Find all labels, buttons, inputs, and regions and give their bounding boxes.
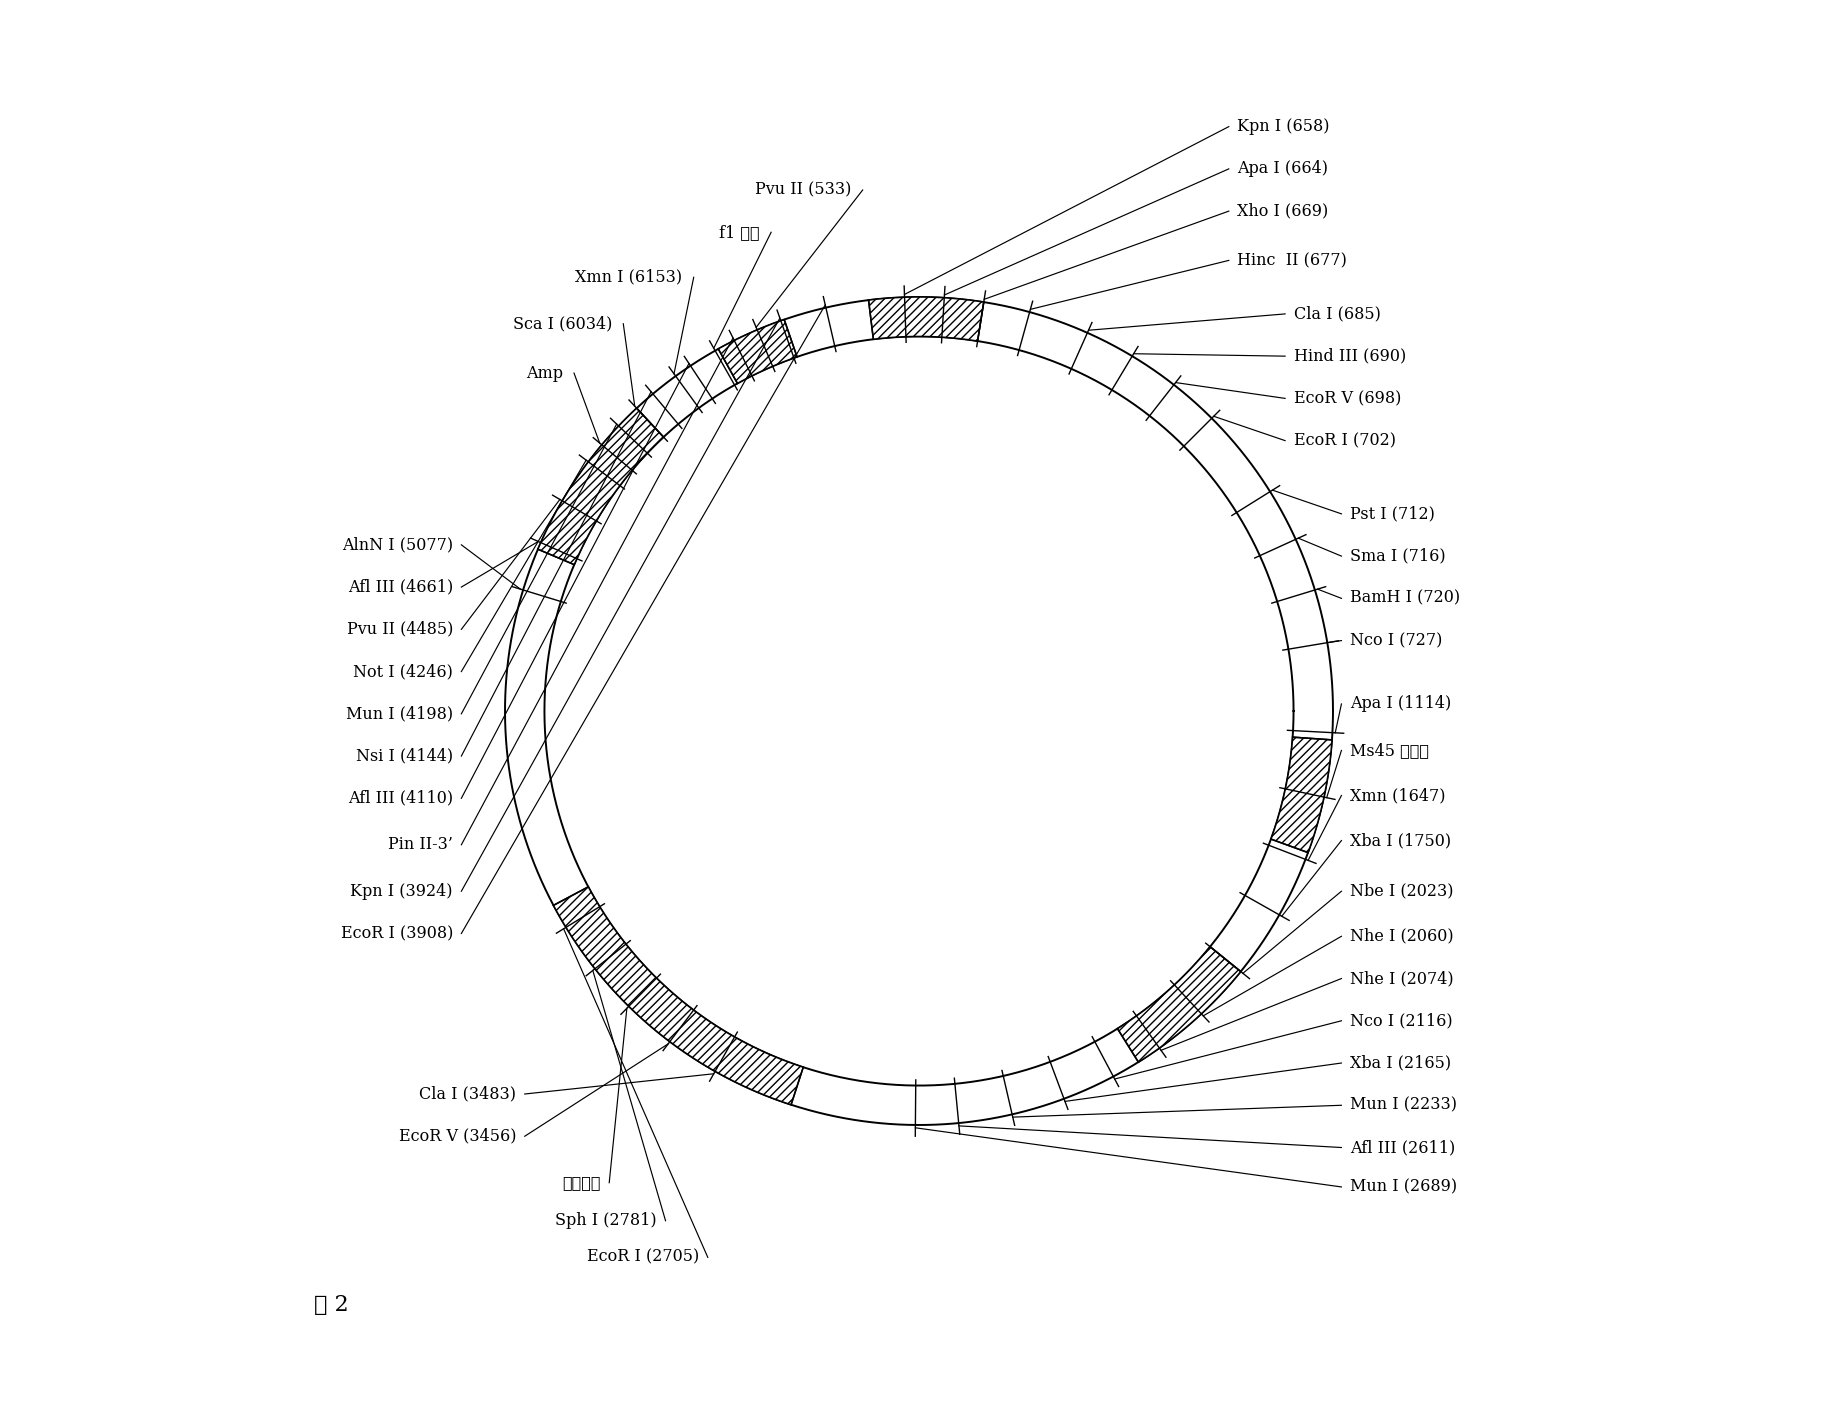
Text: Nbe I (2023): Nbe I (2023) bbox=[1349, 883, 1454, 900]
Text: Xba I (1750): Xba I (1750) bbox=[1349, 832, 1450, 849]
Text: Pst I (712): Pst I (712) bbox=[1349, 505, 1435, 522]
Text: EcoR I (2705): EcoR I (2705) bbox=[586, 1249, 698, 1266]
Text: Mun I (4198): Mun I (4198) bbox=[346, 705, 452, 722]
Text: Cla I (685): Cla I (685) bbox=[1294, 306, 1380, 323]
Text: Sma I (716): Sma I (716) bbox=[1349, 547, 1445, 565]
Text: Ms45 启动子: Ms45 启动子 bbox=[1349, 742, 1428, 759]
Text: Kpn I (658): Kpn I (658) bbox=[1237, 118, 1329, 135]
Text: Apa I (664): Apa I (664) bbox=[1237, 161, 1329, 178]
Text: Pvu II (533): Pvu II (533) bbox=[755, 182, 851, 199]
Text: Nco I (2116): Nco I (2116) bbox=[1349, 1012, 1452, 1030]
Text: EcoR V (3456): EcoR V (3456) bbox=[399, 1128, 516, 1145]
Text: Hind III (690): Hind III (690) bbox=[1294, 347, 1406, 364]
Text: EcoR I (702): EcoR I (702) bbox=[1294, 432, 1395, 449]
Text: AlnN I (5077): AlnN I (5077) bbox=[342, 536, 452, 553]
Text: Not I (4246): Not I (4246) bbox=[353, 663, 452, 680]
Text: Mun I (2233): Mun I (2233) bbox=[1349, 1096, 1458, 1113]
Text: Xba I (2165): Xba I (2165) bbox=[1349, 1055, 1450, 1072]
Text: f1 起点: f1 起点 bbox=[719, 223, 759, 240]
Text: Amp: Amp bbox=[526, 364, 562, 381]
Text: EcoR I (3908): EcoR I (3908) bbox=[340, 924, 452, 941]
Text: Cla I (3483): Cla I (3483) bbox=[419, 1085, 516, 1102]
Text: Sca I (6034): Sca I (6034) bbox=[513, 316, 612, 333]
Polygon shape bbox=[1118, 947, 1241, 1062]
Text: Xmn I (6153): Xmn I (6153) bbox=[575, 269, 682, 286]
Text: Hinc  II (677): Hinc II (677) bbox=[1237, 252, 1347, 269]
Text: Apa I (1114): Apa I (1114) bbox=[1349, 695, 1452, 712]
Polygon shape bbox=[869, 297, 983, 341]
Text: Nco I (727): Nco I (727) bbox=[1349, 633, 1443, 648]
Text: Nhe I (2060): Nhe I (2060) bbox=[1349, 927, 1454, 944]
Polygon shape bbox=[553, 887, 803, 1105]
Text: BamH I (720): BamH I (720) bbox=[1349, 590, 1459, 607]
Text: Xho I (669): Xho I (669) bbox=[1237, 202, 1329, 219]
Text: Kpn I (3924): Kpn I (3924) bbox=[351, 883, 452, 900]
Text: Sph I (2781): Sph I (2781) bbox=[555, 1212, 658, 1229]
Text: Mun I (2689): Mun I (2689) bbox=[1349, 1179, 1458, 1196]
Polygon shape bbox=[719, 320, 798, 384]
Text: Afl III (2611): Afl III (2611) bbox=[1349, 1139, 1456, 1156]
Text: Nsi I (4144): Nsi I (4144) bbox=[357, 748, 452, 765]
Text: Afl III (4110): Afl III (4110) bbox=[347, 789, 452, 806]
Polygon shape bbox=[539, 408, 664, 565]
Text: Pvu II (4485): Pvu II (4485) bbox=[347, 621, 452, 638]
Text: Nhe I (2074): Nhe I (2074) bbox=[1349, 970, 1454, 987]
Text: 荧光素酶: 荧光素酶 bbox=[562, 1175, 601, 1192]
Text: EcoR V (698): EcoR V (698) bbox=[1294, 390, 1401, 407]
Text: Afl III (4661): Afl III (4661) bbox=[347, 579, 452, 596]
Text: Xmn (1647): Xmn (1647) bbox=[1349, 786, 1445, 803]
Text: Pin II-3’: Pin II-3’ bbox=[388, 836, 452, 853]
Text: 图 2: 图 2 bbox=[314, 1294, 347, 1317]
Polygon shape bbox=[1270, 737, 1333, 853]
